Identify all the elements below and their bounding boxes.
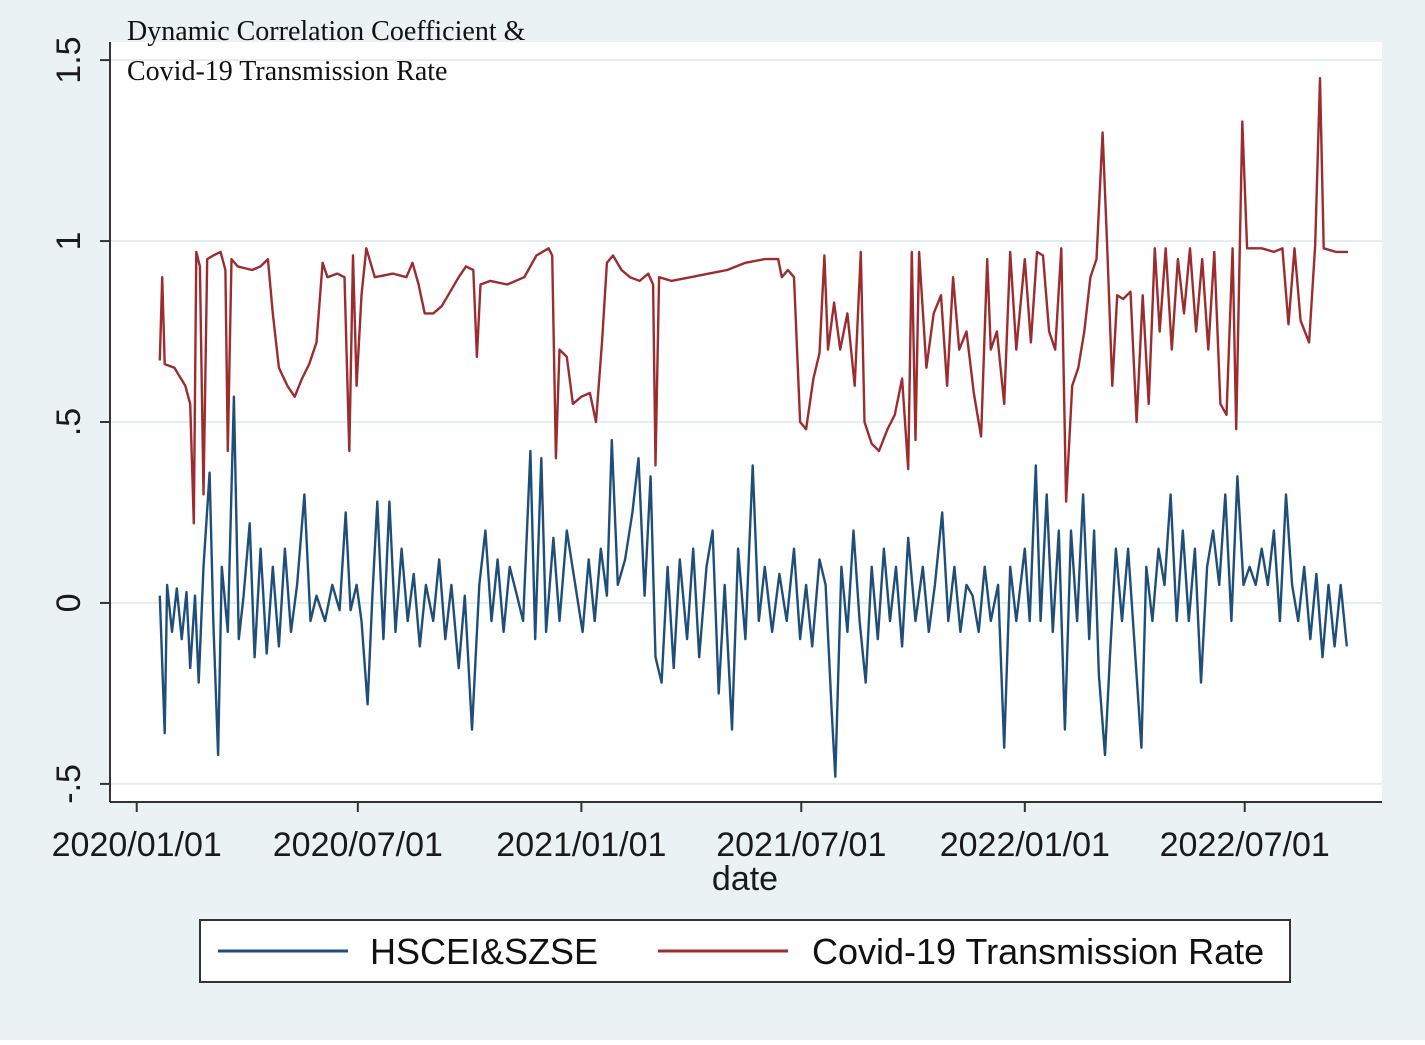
x-tick-label: 2021/01/01 (496, 826, 666, 864)
axes: -.5 0 .5 1 1.5 2020/01/01 2020/07/01 2021/01/01… (50, 36, 1382, 864)
series-line-hscei-szse (158, 395, 1348, 778)
x-tick-label: 2022/07/01 (1160, 826, 1330, 864)
x-axis-label: date (712, 860, 778, 898)
x-tick-label: 2022/01/01 (940, 826, 1110, 864)
legend: HSCEI&SZSE Covid-19 Transmission Rate (199, 919, 1291, 983)
series-lines (158, 76, 1348, 778)
legend-box (199, 919, 1291, 983)
x-tick-label: 2021/07/01 (716, 826, 886, 864)
y-tick-label: -.5 (50, 764, 88, 804)
legend-label-hscei-szse: HSCEI&SZSE (370, 931, 598, 972)
y-tick-label: .5 (50, 408, 88, 436)
y-tick-label: 1.5 (50, 36, 88, 83)
x-tick-label: 2020/07/01 (273, 826, 443, 864)
chart-title-line-1: Dynamic Correlation Coefficient & (127, 16, 526, 47)
y-tick-label: 1 (50, 232, 88, 251)
legend-label-covid-rate: Covid-19 Transmission Rate (812, 931, 1264, 972)
chart-title-line-2: Covid-19 Transmission Rate (127, 56, 447, 87)
y-tick-label: 0 (50, 593, 88, 612)
series-line-covid-rate (158, 76, 1348, 525)
gridlines (110, 59, 1382, 785)
x-tick-label: 2020/01/01 (52, 826, 222, 864)
